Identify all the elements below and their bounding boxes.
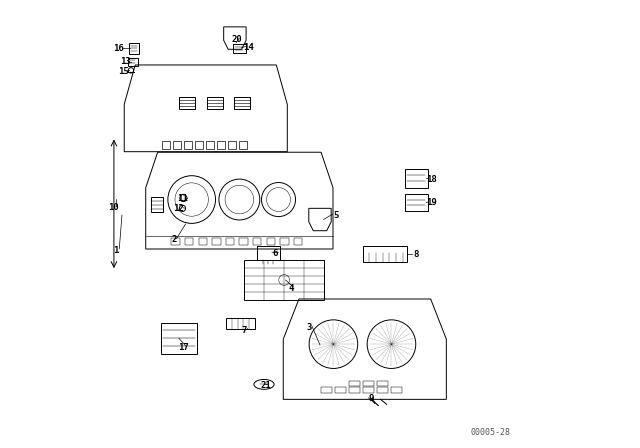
Text: 7: 7 — [241, 326, 246, 335]
Text: 10: 10 — [108, 203, 118, 212]
Text: 00005-28: 00005-28 — [470, 428, 510, 437]
Text: 17: 17 — [178, 343, 189, 352]
Text: 18: 18 — [426, 175, 436, 184]
Text: 13: 13 — [120, 57, 131, 66]
Text: 12: 12 — [173, 204, 184, 213]
Text: 3: 3 — [306, 323, 312, 332]
Text: 20: 20 — [232, 35, 243, 44]
Text: 2: 2 — [172, 235, 177, 244]
Text: 5: 5 — [333, 211, 339, 220]
Text: 8: 8 — [413, 250, 419, 259]
Text: 21: 21 — [261, 381, 271, 390]
Text: 1: 1 — [113, 246, 119, 255]
Text: 15: 15 — [118, 67, 129, 76]
Text: 9: 9 — [369, 394, 374, 403]
Text: 19: 19 — [426, 198, 436, 207]
Text: 4: 4 — [288, 284, 294, 293]
Text: 14: 14 — [243, 43, 253, 52]
Text: 16: 16 — [113, 44, 124, 53]
Text: 11: 11 — [177, 194, 188, 202]
Text: 6: 6 — [273, 249, 278, 258]
